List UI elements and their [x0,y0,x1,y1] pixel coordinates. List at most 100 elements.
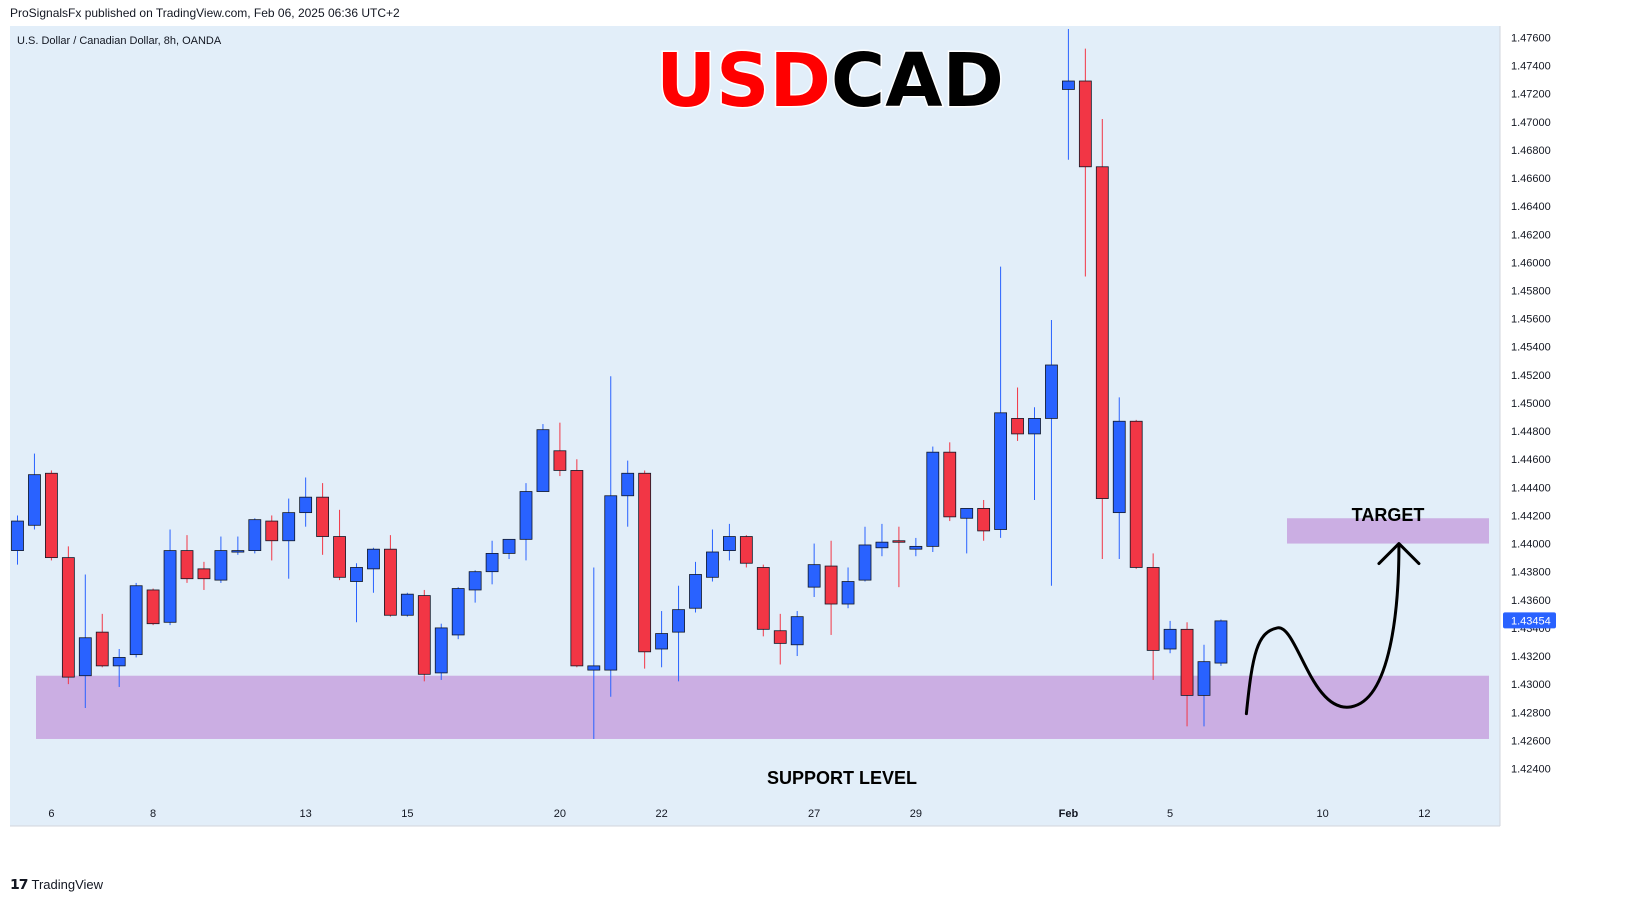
x-tick-label: 27 [808,808,820,820]
candle-body[interactable] [892,540,906,543]
symbol-label: U.S. Dollar / Canadian Dollar, 8h, OANDA [17,35,222,47]
y-tick-label: 1.47600 [1511,32,1551,44]
candle-body[interactable] [95,631,109,667]
candle-body[interactable] [638,472,652,653]
candle-body[interactable] [519,491,533,540]
candle-body[interactable] [1078,80,1092,168]
candle-body[interactable] [417,595,431,675]
candle-body[interactable] [28,474,41,526]
candle-body[interactable] [163,550,177,623]
candle-body[interactable] [723,536,736,551]
y-tick-label: 1.46800 [1511,145,1551,157]
tradingview-brand: TradingView [31,877,104,892]
candle-body[interactable] [773,630,787,644]
x-tick-label: 13 [300,808,312,820]
candle-body[interactable] [129,585,143,656]
x-tick-label: 15 [401,808,413,820]
x-tick-label: 10 [1317,808,1329,820]
candle-body[interactable] [282,512,296,542]
y-tick-label: 1.44600 [1511,454,1551,466]
y-tick-label: 1.46400 [1511,201,1551,213]
candle-body[interactable] [926,451,940,547]
y-tick-label: 1.43600 [1511,595,1551,607]
candle-body[interactable] [45,472,58,559]
candle-body[interactable] [536,429,550,492]
candle-body[interactable] [214,550,228,581]
candle-body[interactable] [1163,628,1177,650]
y-tick-label: 1.46200 [1511,229,1551,241]
support-zone [36,675,1489,739]
candle-body[interactable] [400,593,414,616]
candle-body[interactable] [875,541,889,549]
title-base-currency: USD [656,38,831,124]
y-tick-label: 1.42600 [1511,735,1551,747]
candle-body[interactable] [553,450,567,471]
candle-body[interactable] [367,548,380,570]
candle-body[interactable] [1197,661,1211,696]
candle-body[interactable] [570,470,584,667]
candle-body[interactable] [265,520,279,542]
candle-body[interactable] [333,536,346,578]
candle-body[interactable] [1045,364,1058,419]
x-tick-label: 20 [554,808,566,820]
candle-body[interactable] [1146,567,1160,651]
candle-body[interactable] [1112,420,1126,514]
candle-body[interactable] [180,550,194,580]
candle-body[interactable] [231,550,245,553]
candle-body[interactable] [1028,418,1041,435]
candle-body[interactable] [739,536,753,564]
candle-body[interactable] [248,519,262,551]
candle-body[interactable] [1011,418,1024,435]
tradingview-logo[interactable]: 𝟭𝟳 TradingView [10,876,103,893]
candle-body[interactable] [807,564,821,588]
x-tick-label: 8 [150,808,156,820]
candle-body[interactable] [1095,166,1109,499]
candle-body[interactable] [858,544,872,581]
candle-body[interactable] [146,589,160,625]
candle-body[interactable] [655,633,668,650]
candle-body[interactable] [197,568,211,580]
candle-body[interactable] [1214,620,1228,664]
candle-body[interactable] [977,508,991,532]
x-tick-label: 12 [1418,808,1430,820]
candle-body[interactable] [994,412,1007,530]
candle-body[interactable] [502,538,516,554]
candle-body[interactable] [756,567,770,630]
candle-body[interactable] [451,588,465,636]
candle-body[interactable] [587,665,601,671]
candle-body[interactable] [689,574,702,609]
candle-body[interactable] [112,657,126,667]
candle-body[interactable] [706,551,719,578]
candle-body[interactable] [824,565,838,605]
candle-body[interactable] [1062,80,1075,90]
candle-body[interactable] [299,496,313,514]
candle-body[interactable] [468,571,482,591]
candle-body[interactable] [604,495,618,671]
candle-body[interactable] [672,609,685,633]
candle-body[interactable] [11,520,24,551]
y-tick-label: 1.46000 [1511,257,1551,269]
candle-body[interactable] [61,557,75,678]
y-tick-label: 1.43200 [1511,651,1551,663]
candle-body[interactable] [943,451,957,518]
candle-body[interactable] [434,627,448,674]
y-tick-label: 1.44800 [1511,426,1551,438]
candle-body[interactable] [485,553,499,573]
candle-body[interactable] [1129,420,1143,568]
support-zone-label: SUPPORT LEVEL [767,768,917,788]
candle-body[interactable] [790,616,804,646]
candle-body[interactable] [78,637,92,677]
candle-body[interactable] [1180,628,1194,696]
candle-body[interactable] [383,548,397,616]
y-tick-label: 1.43800 [1511,567,1551,579]
candle-body[interactable] [909,545,923,550]
x-tick-label: 6 [48,808,54,820]
title-quote-currency: CAD [831,38,1004,124]
candle-body[interactable] [350,567,363,582]
y-tick-label: 1.47400 [1511,61,1551,73]
candle-body[interactable] [960,508,974,519]
candle-body[interactable] [841,581,855,605]
candle-body[interactable] [316,496,330,537]
candle-body[interactable] [621,472,635,497]
